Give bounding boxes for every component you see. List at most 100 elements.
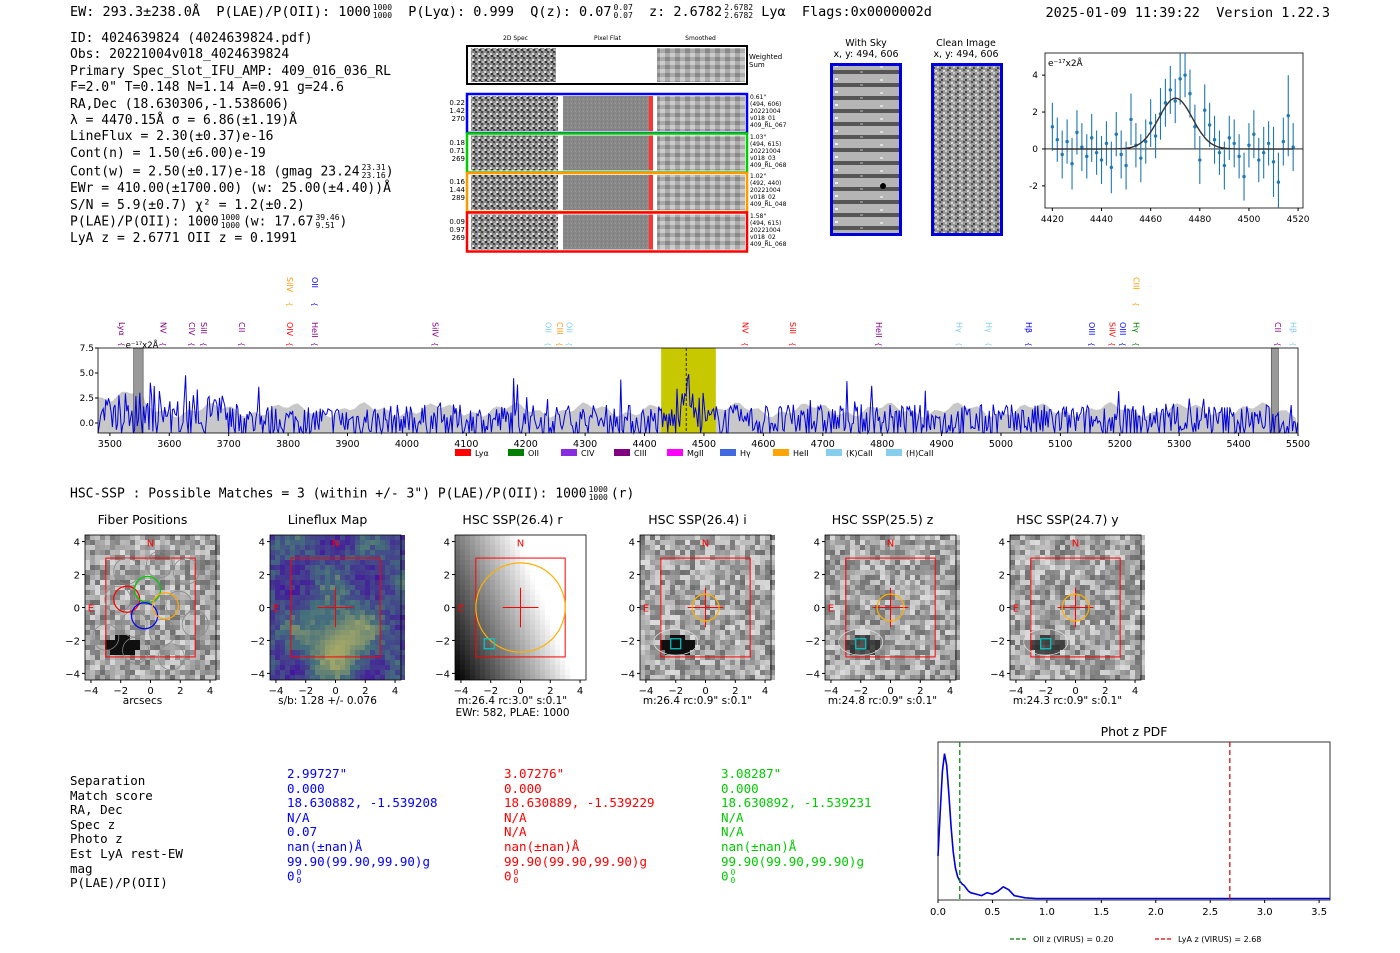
pixel (345, 630, 350, 635)
pixel (305, 560, 310, 565)
pixel (935, 620, 940, 625)
pixel (955, 620, 960, 625)
pixel (760, 630, 765, 635)
cutout-left-value: 1.42 (449, 107, 465, 115)
pixel (550, 630, 555, 635)
pixel (945, 645, 950, 650)
pixel (400, 575, 405, 580)
pixel (565, 650, 570, 655)
pixel (830, 660, 835, 665)
pixel (1080, 625, 1085, 630)
pixel (510, 580, 515, 585)
pixel (560, 540, 565, 545)
pixel (580, 595, 585, 600)
pixel (915, 540, 920, 545)
pixel (1095, 590, 1100, 595)
pixel (465, 655, 470, 660)
pixel (365, 580, 370, 585)
data-point (1212, 138, 1217, 142)
pixel (350, 535, 355, 540)
pixel (910, 620, 915, 625)
pixel (385, 630, 390, 635)
pixel (550, 615, 555, 620)
pixel (1055, 625, 1060, 630)
fiber-green (133, 575, 162, 603)
pixel (340, 630, 345, 635)
pixel (655, 660, 660, 665)
pixel (95, 535, 100, 540)
pixel (830, 565, 835, 570)
pixel (660, 610, 665, 615)
pixel (170, 580, 175, 585)
pixel (760, 565, 765, 570)
pixel (585, 570, 590, 575)
pixel (695, 565, 700, 570)
pixel (510, 575, 515, 580)
pixel (475, 605, 480, 610)
pixel (370, 580, 375, 585)
pixel (125, 670, 130, 675)
pixel (940, 535, 945, 540)
pixel (700, 560, 705, 565)
y-tick-label: 0 (814, 604, 820, 615)
pixel (1020, 540, 1025, 545)
pixel (175, 645, 180, 650)
pixel (950, 565, 955, 570)
pixel (210, 600, 215, 605)
pixel (455, 560, 460, 565)
pixel (285, 655, 290, 660)
pixel (750, 655, 755, 660)
pixel (910, 605, 915, 610)
pixel (760, 535, 765, 540)
pixel (950, 610, 955, 615)
cutout-right-value: 409_RL_068 (750, 161, 787, 169)
pixel (755, 675, 760, 680)
pixel (825, 590, 830, 595)
data-point (1257, 158, 1261, 162)
pixel (400, 535, 405, 540)
cutout-right-value: 1.02" (750, 173, 767, 180)
pixel (1035, 540, 1040, 545)
pixel (905, 640, 910, 645)
pixel (300, 590, 305, 595)
pixel (175, 590, 180, 595)
pixel (930, 535, 935, 540)
pixel (270, 615, 275, 620)
pixel (945, 575, 950, 580)
pixel (130, 655, 135, 660)
pixel (465, 540, 470, 545)
pixel (740, 675, 745, 680)
pixel (315, 665, 320, 670)
pixel (835, 555, 840, 560)
pixel (270, 565, 275, 570)
pixel (560, 675, 565, 680)
pixel (875, 650, 880, 655)
emission-line-label: SiIV (1108, 322, 1117, 338)
pixel (475, 595, 480, 600)
pixel (650, 585, 655, 590)
pixel (180, 575, 185, 580)
pixel (585, 565, 590, 570)
pixel (1105, 600, 1110, 605)
pixel (210, 635, 215, 640)
pixel (655, 575, 660, 580)
pixel (490, 645, 495, 650)
pixel (1110, 620, 1115, 625)
x-tick-label: 4460 (1139, 215, 1162, 225)
pixel (850, 540, 855, 545)
pixel (865, 540, 870, 545)
pixel (700, 650, 705, 655)
pixel (890, 540, 895, 545)
pixel (950, 625, 955, 630)
pixel (95, 615, 100, 620)
pixel (730, 540, 735, 545)
pixel (655, 590, 660, 595)
pixel (215, 560, 220, 565)
pixel (135, 575, 140, 580)
pixel (215, 645, 220, 650)
pixel (540, 660, 545, 665)
pixel (145, 540, 150, 545)
pixel (565, 670, 570, 675)
pixel (115, 665, 120, 670)
pixel (925, 665, 930, 670)
